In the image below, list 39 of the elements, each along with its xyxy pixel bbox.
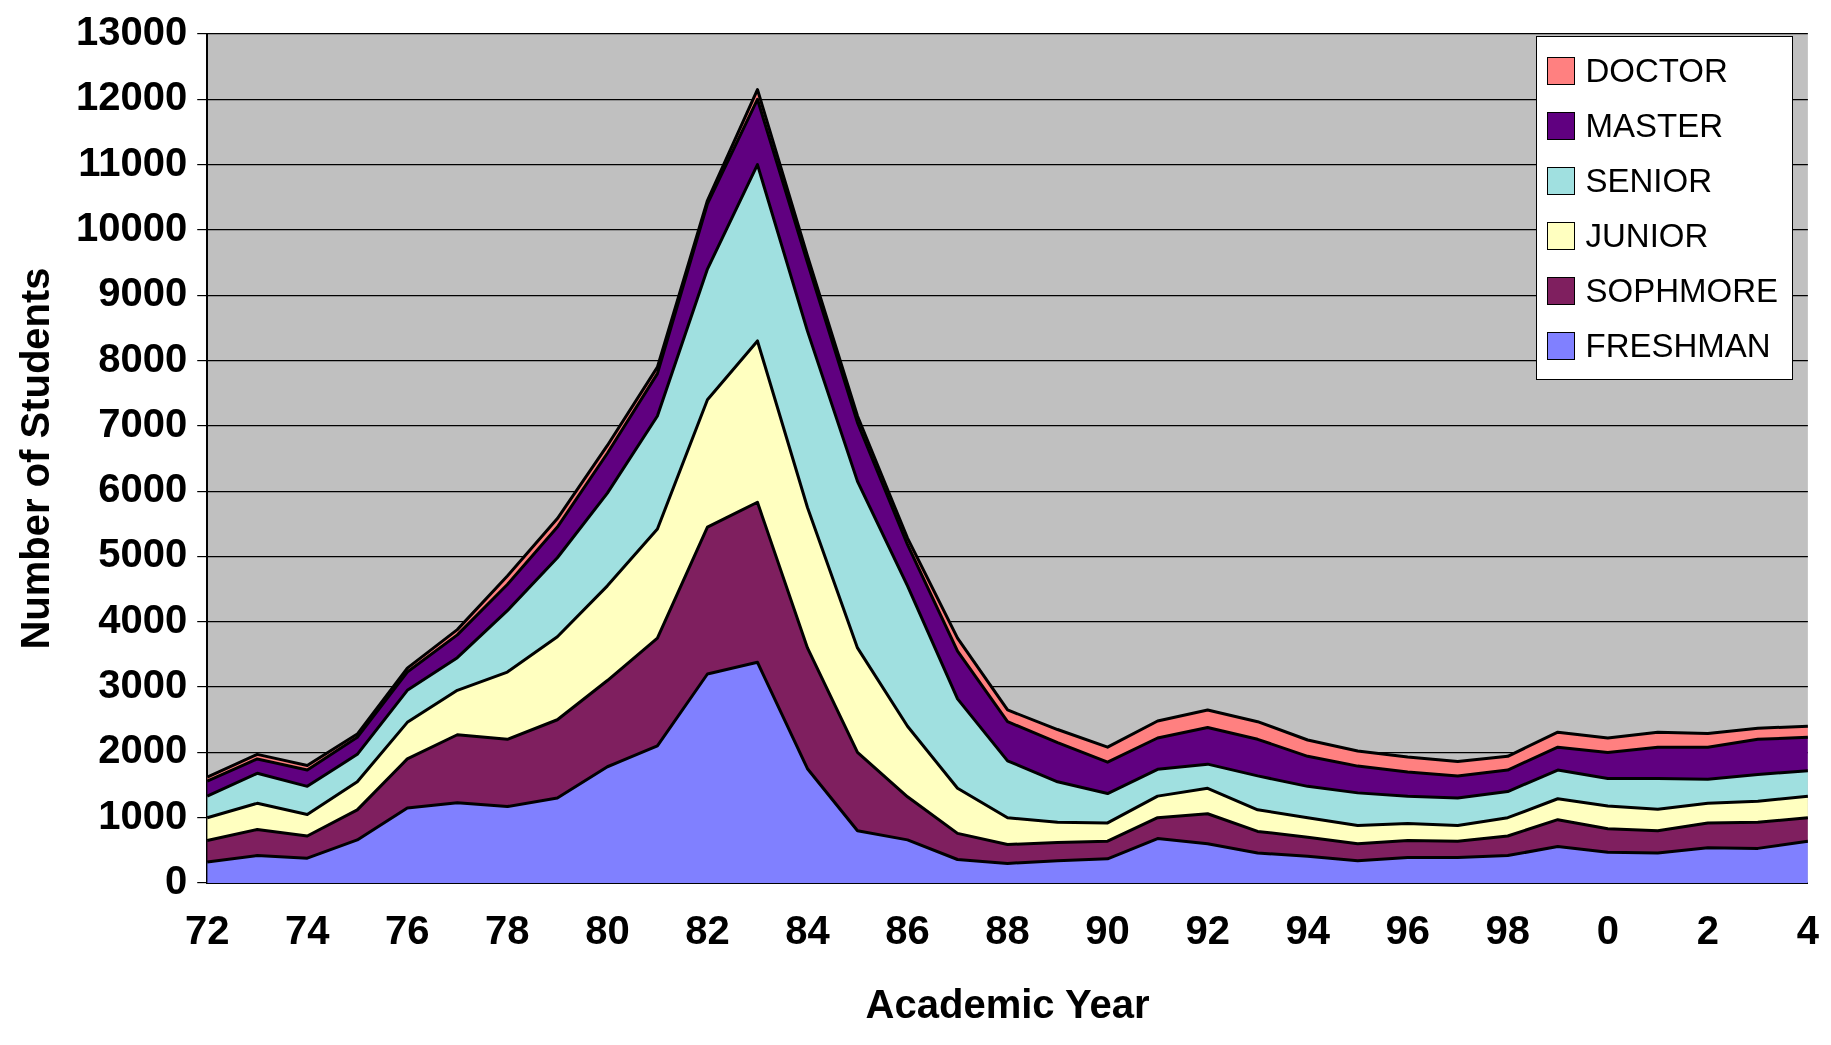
y-tick-label: 6000: [98, 466, 188, 511]
y-tick-label: 13000: [76, 9, 188, 54]
x-tick-label: 96: [1385, 908, 1430, 953]
x-tick-label: 76: [385, 908, 430, 953]
y-tick-label: 1000: [98, 792, 188, 837]
x-tick-label: 0: [1596, 908, 1619, 953]
x-tick-label: 94: [1285, 908, 1331, 953]
y-tick-label: 0: [164, 858, 188, 903]
x-axis-title: Academic Year: [865, 982, 1150, 1027]
y-tick-label: 10000: [76, 204, 188, 249]
legend-label: FRESHMAN: [1585, 326, 1771, 366]
x-tick-label: 72: [184, 908, 230, 953]
legend-label: DOCTOR: [1585, 51, 1728, 91]
legend-label: MASTER: [1585, 106, 1723, 146]
legend-label: SENIOR: [1585, 161, 1712, 201]
x-tick-label: 98: [1485, 908, 1531, 953]
y-tick-label: 12000: [76, 74, 188, 119]
y-tick-label: 11000: [78, 139, 188, 184]
y-tick-label: 2000: [98, 727, 188, 772]
y-tick-label: 7000: [98, 400, 188, 445]
y-tick-label: 5000: [98, 531, 188, 576]
x-tick-label: 84: [785, 908, 831, 953]
x-tick-label: 74: [285, 908, 331, 953]
legend-label: JUNIOR: [1585, 216, 1709, 256]
y-tick-label: 4000: [98, 596, 188, 641]
x-tick-label: 2: [1696, 908, 1719, 953]
y-tick-label: 9000: [98, 270, 188, 315]
x-tick-label: 88: [985, 908, 1030, 953]
y-axis-title: Number of Students: [13, 267, 58, 650]
x-tick-label: 86: [885, 908, 930, 953]
x-tick-label: 90: [1085, 908, 1130, 953]
legend-label: SOPHMORE: [1585, 271, 1778, 311]
x-tick-label: 82: [685, 908, 730, 953]
x-tick-label: 78: [485, 908, 530, 953]
y-tick-label: 3000: [98, 662, 188, 707]
x-tick-label: 4: [1796, 908, 1820, 953]
y-tick-label: 8000: [98, 335, 188, 380]
x-tick-label: 92: [1185, 908, 1230, 953]
x-tick-label: 80: [585, 908, 630, 953]
